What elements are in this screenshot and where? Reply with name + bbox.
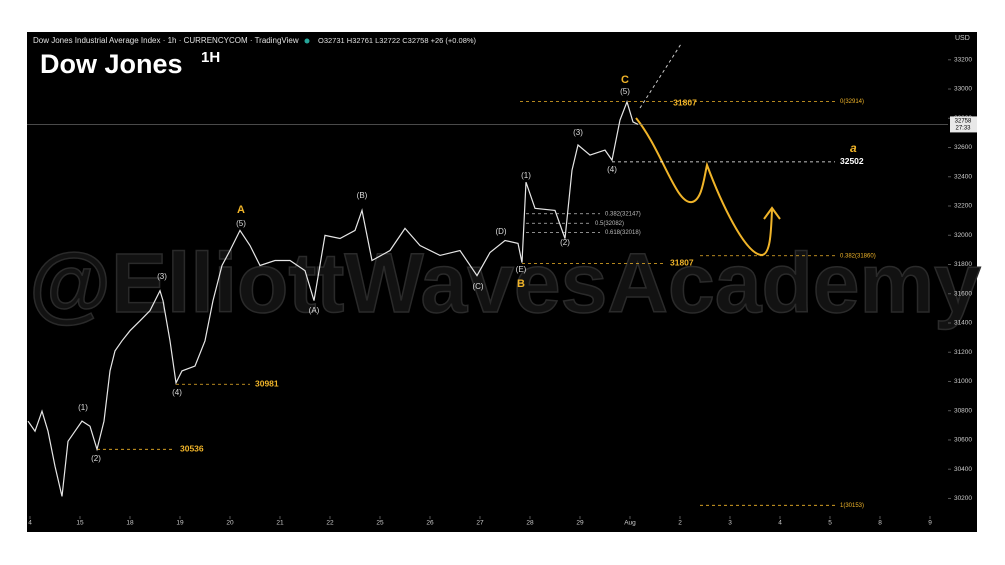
last-price-box <box>950 116 977 133</box>
y-tick-label: 32200 <box>954 203 972 210</box>
x-tick-label: 22 <box>326 520 334 527</box>
level-label: 0.618(32018) <box>605 230 641 236</box>
x-tick-label: 2 <box>678 520 682 527</box>
x-tick-label: 4 <box>778 520 782 527</box>
wave-label: (E) <box>516 265 527 274</box>
wave-label: (D) <box>495 227 506 236</box>
forecast-arrow <box>763 206 781 220</box>
wave-label: (5) <box>236 219 246 228</box>
y-tick-label: 30200 <box>954 495 972 502</box>
x-tick-label: 19 <box>176 520 184 527</box>
wave-label: (5) <box>620 87 630 96</box>
chart-title: Dow Jones <box>40 49 183 79</box>
wave-symbol: a <box>850 141 857 155</box>
wave-label: (2) <box>560 238 570 247</box>
wave-label: (B) <box>357 191 368 200</box>
x-tick-label: 3 <box>728 520 732 527</box>
ohlc: O32731 H32761 L32722 C32758 +26 (+0.08%) <box>318 36 477 45</box>
y-tick-label: 31200 <box>954 349 972 356</box>
level-label: 0.5(32082) <box>595 221 624 227</box>
level-label: 0.382(31860) <box>840 253 876 259</box>
x-tick-label: 18 <box>126 520 134 527</box>
countdown: 27:33 <box>955 125 971 131</box>
last-price-label: 32758 <box>955 118 972 124</box>
y-tick-label: 33000 <box>954 86 972 93</box>
level-label: 32502 <box>840 156 864 166</box>
y-tick-label: 30600 <box>954 437 972 444</box>
header: Dow Jones Industrial Average Index · 1h … <box>33 36 299 45</box>
wave-label: (2) <box>91 454 101 463</box>
y-tick-label: 31400 <box>954 320 972 327</box>
wave-label: (1) <box>521 171 531 180</box>
x-tick-label: 28 <box>526 520 534 527</box>
level-label: 0(32914) <box>840 99 864 105</box>
x-tick-label: 5 <box>828 520 832 527</box>
y-tick-label: 33200 <box>954 57 972 64</box>
x-tick-label: 8 <box>878 520 882 527</box>
chart-subtitle: 1H <box>201 49 220 66</box>
wave-label: 31807 <box>673 97 697 107</box>
x-tick-label: 27 <box>476 520 484 527</box>
wave-label: (A) <box>309 306 320 315</box>
wave-label: B <box>517 278 525 290</box>
wave-label: C <box>621 74 629 86</box>
y-tick-label: 31800 <box>954 261 972 268</box>
level-label: 1(30153) <box>840 503 864 509</box>
x-tick-label: 20 <box>226 520 234 527</box>
wave-label: (1) <box>78 403 88 412</box>
x-tick-label: 26 <box>426 520 434 527</box>
wave-label: (3) <box>157 272 167 281</box>
x-tick-label: 9 <box>928 520 932 527</box>
x-tick-label: 29 <box>576 520 584 527</box>
level-label: 30536 <box>180 444 204 454</box>
status-dot <box>304 38 310 44</box>
y-tick-label: 30400 <box>954 466 972 473</box>
y-tick-label: 31600 <box>954 290 972 297</box>
price-line <box>27 100 639 497</box>
x-tick-label: Aug <box>624 520 636 527</box>
y-tick-label: 32600 <box>954 144 972 151</box>
wave-label: (4) <box>172 388 182 397</box>
y-tick-label: 31000 <box>954 378 972 385</box>
wave-label: (3) <box>573 128 583 137</box>
forecast-path <box>635 117 773 257</box>
wave-label: A <box>237 204 245 216</box>
level-label: 30981 <box>255 379 279 389</box>
projection-line <box>639 43 682 109</box>
currency: USD <box>955 35 970 42</box>
y-tick-label: 32400 <box>954 173 972 180</box>
x-tick-label: 4 <box>28 520 32 527</box>
x-tick-label: 21 <box>276 520 284 527</box>
x-tick-label: 15 <box>76 520 84 527</box>
level-label: 0.382(32147) <box>605 211 641 217</box>
watermark: @ElliottWavesAcademy <box>29 236 981 330</box>
wave-label: (4) <box>607 165 617 174</box>
x-tick-label: 25 <box>376 520 384 527</box>
wave-label: (C) <box>472 282 483 291</box>
level-label: 31807 <box>670 258 694 268</box>
y-tick-label: 32000 <box>954 232 972 239</box>
chart-background <box>27 32 977 532</box>
y-tick-label: 30800 <box>954 407 972 414</box>
